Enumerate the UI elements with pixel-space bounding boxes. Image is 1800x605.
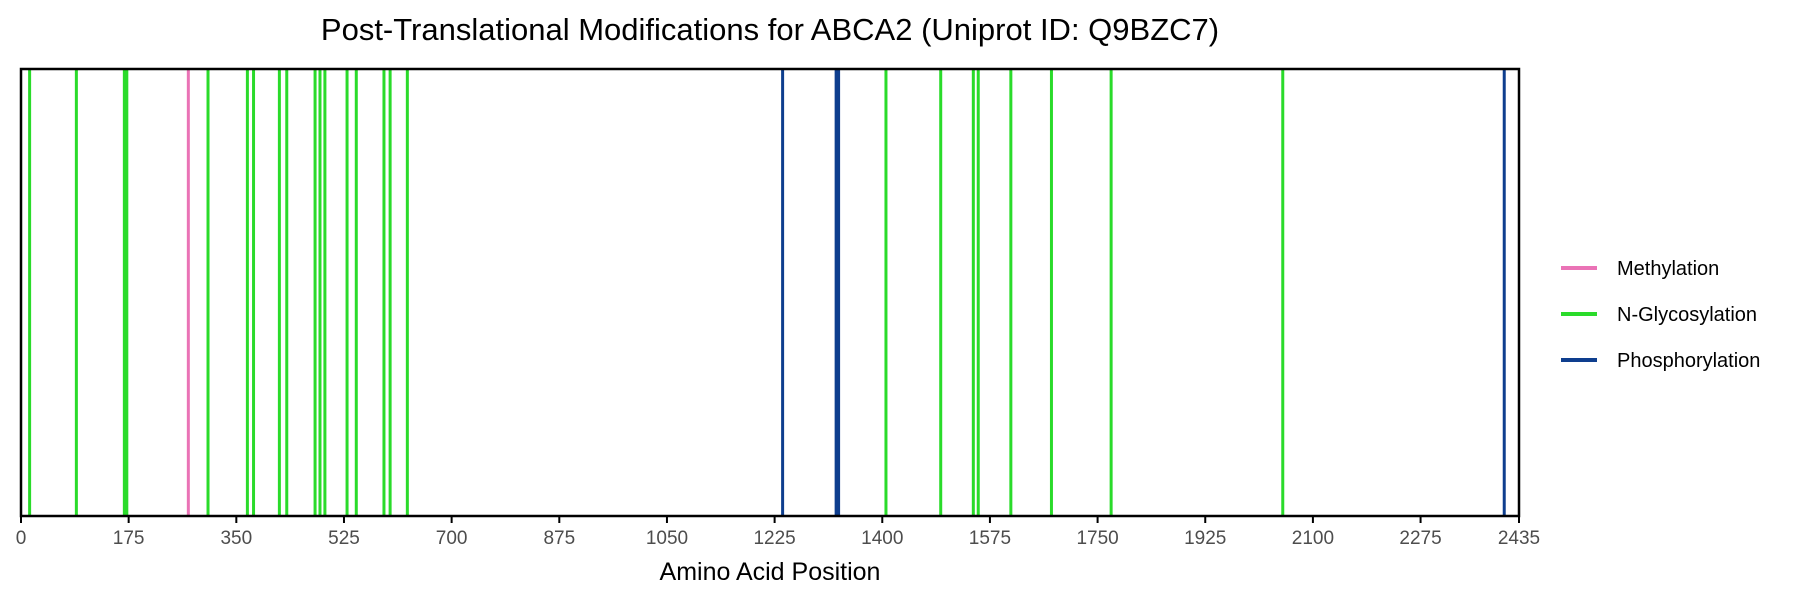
x-tick-label: 1575 bbox=[969, 528, 1011, 549]
x-tick-label: 525 bbox=[328, 528, 360, 549]
x-tick-label: 875 bbox=[543, 528, 575, 549]
x-tick-label: 2435 bbox=[1498, 528, 1540, 549]
plot-frame bbox=[19, 67, 1521, 518]
x-tick-label: 175 bbox=[113, 528, 145, 549]
modification-lines bbox=[28, 69, 1506, 516]
x-tick-label: 1925 bbox=[1184, 528, 1226, 549]
chart-title: Post-Translational Modifications for ABC… bbox=[321, 12, 1219, 47]
x-tick-label: 1050 bbox=[646, 528, 688, 549]
x-tick-label: 1225 bbox=[753, 528, 795, 549]
legend-label: Methylation bbox=[1617, 258, 1719, 280]
legend-label: Phosphorylation bbox=[1617, 350, 1760, 372]
x-tick-label: 2100 bbox=[1292, 528, 1334, 549]
x-tick-label: 0 bbox=[16, 528, 27, 549]
x-tick-label: 350 bbox=[220, 528, 252, 549]
x-axis-ticks: 0 175 350 525 700 875 1050 1225 1400 1575 1750 1925… bbox=[16, 516, 1540, 549]
x-tick-label: 2275 bbox=[1399, 528, 1441, 549]
legend: Methylation N-Glycosylation Phosphorylatio… bbox=[1561, 258, 1760, 372]
x-tick-label: 1750 bbox=[1076, 528, 1118, 549]
x-tick-label: 700 bbox=[436, 528, 468, 549]
x-tick-label: 1400 bbox=[861, 528, 903, 549]
x-axis-label: Amino Acid Position bbox=[660, 558, 881, 586]
legend-label: N-Glycosylation bbox=[1617, 304, 1757, 326]
